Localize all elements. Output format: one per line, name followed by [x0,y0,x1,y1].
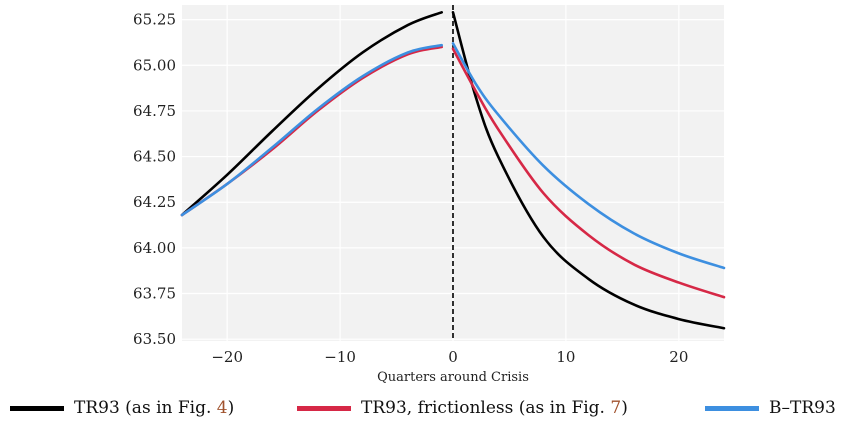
legend-item-tr93: TR93 (as in Fig. 4) [10,398,234,418]
series-lines [180,11,726,330]
y-tick-label: 64.25 [133,193,176,211]
legend-label-b-tr93: B–TR93 [769,398,836,418]
y-tick-label: 64.50 [133,148,176,166]
x-axis-title: Quarters around Crisis [377,370,529,385]
line-chart: 63.50 63.75 64.00 64.25 64.50 64.75 65.00 65.25… [133,5,726,385]
y-tick-label: 64.75 [133,102,176,120]
legend-swatch-tr93-frictionless [297,405,351,411]
x-tick-label: 0 [448,348,458,366]
legend: TR93 (as in Fig. 4) TR93, frictionless (… [0,398,854,428]
legend-label-tr93-frictionless: TR93, frictionless (as in Fig. 7) [361,398,628,418]
series-line-0-pre-crisis [180,11,444,217]
y-tick-label: 65.25 [133,11,176,29]
series-line-1-post-crisis [451,47,726,299]
x-axis-ticks: −20 −10 0 10 20 [211,348,688,366]
x-tick-label: 10 [556,348,575,366]
legend-item-tr93-frictionless: TR93, frictionless (as in Fig. 7) [297,398,628,418]
legend-swatch-tr93 [10,405,64,411]
series-line-0-post-crisis [451,11,726,330]
x-tick-label: −10 [324,348,356,366]
legend-label-tr93: TR93 (as in Fig. 4) [74,398,235,418]
y-tick-label: 63.50 [133,330,176,348]
y-tick-label: 63.75 [133,285,176,303]
legend-item-b-tr93: B–TR93 [705,398,836,418]
x-tick-label: −20 [211,348,243,366]
x-tick-label: 20 [669,348,688,366]
series-line-2-pre-crisis [180,43,444,217]
y-tick-label: 64.00 [133,239,176,257]
y-axis-ticks: 63.50 63.75 64.00 64.25 64.50 64.75 65.00 65.25 [133,11,176,349]
legend-swatch-b-tr93 [705,405,759,411]
y-tick-label: 65.00 [133,56,176,74]
series-line-2-post-crisis [451,42,726,270]
